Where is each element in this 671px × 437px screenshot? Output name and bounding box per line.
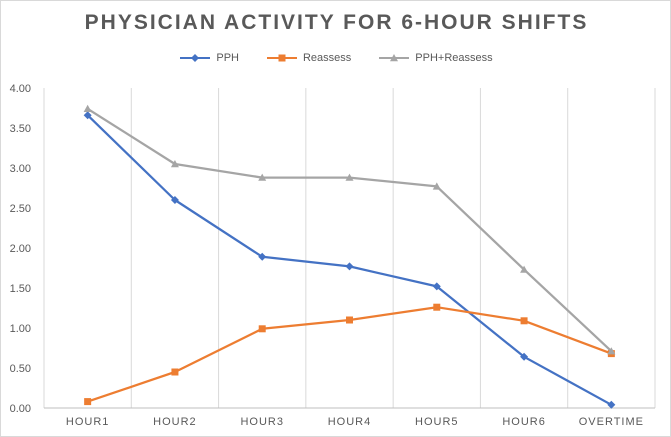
legend-marker [390, 54, 399, 62]
x-tick-label: HOUR2 [153, 416, 197, 428]
legend-label-pph-reassess: PPH+Reassess [415, 52, 493, 64]
legend-marker [278, 54, 286, 62]
data-point-pph-reassess [83, 104, 92, 112]
data-point-pph [345, 262, 354, 271]
y-tick-label: 2.50 [10, 203, 31, 215]
chart-title: PHYSICIAN ACTIVITY FOR 6-HOUR SHIFTS [84, 11, 589, 34]
legend-entry-reassess: Reassess [266, 52, 352, 64]
data-point-reassess [433, 303, 441, 311]
legend: PPH Reassess PPH+Reassess [1, 52, 671, 64]
y-tick-label: 0.50 [10, 363, 31, 375]
x-tick-label: HOUR4 [328, 416, 372, 428]
y-tick-label: 3.00 [10, 163, 31, 175]
data-point-pph-reassess [432, 182, 441, 190]
y-tick-label: 1.50 [10, 283, 31, 295]
y-tick-label: 4.00 [10, 83, 31, 95]
data-point-reassess [84, 398, 92, 406]
legend-label-pph: PPH [216, 52, 239, 64]
x-tick-label: OVERTIME [579, 416, 644, 428]
series-line-pph-reassess [87, 107, 613, 353]
data-point-pph [607, 400, 616, 409]
legend-swatch-reassess [266, 54, 297, 62]
legend-entry-pph-reassess: PPH+Reassess [379, 52, 493, 64]
data-point-pph [83, 111, 92, 120]
data-point-pph-reassess [607, 347, 616, 355]
data-point-reassess [258, 325, 266, 333]
legend-swatch-pph-reassess [379, 54, 410, 62]
legend-entry-pph: PPH [180, 52, 239, 64]
legend-marker [191, 54, 200, 62]
y-tick-label: 3.50 [10, 123, 31, 135]
y-tick-label: 0.00 [10, 403, 31, 415]
data-point-pph [432, 282, 441, 291]
legend-label-reassess: Reassess [302, 52, 352, 64]
data-point-pph [520, 352, 529, 361]
data-point-pph-reassess [170, 160, 179, 168]
x-tick-label: HOUR5 [415, 416, 459, 428]
data-point-pph-reassess [345, 173, 354, 181]
x-tick-label: HOUR3 [240, 416, 284, 428]
data-point-pph [258, 252, 267, 261]
legend-swatch-pph [180, 54, 211, 62]
y-tick-label: 2.00 [10, 243, 31, 255]
data-point-reassess [346, 316, 353, 324]
data-point-pph-reassess [258, 173, 267, 181]
y-tick-label: 1.00 [10, 323, 31, 335]
data-point-reassess [520, 317, 528, 325]
data-point-reassess [171, 368, 179, 376]
x-tick-label: HOUR6 [502, 416, 546, 428]
x-tick-label: HOUR1 [66, 416, 110, 428]
data-point-pph [170, 196, 179, 204]
data-point-pph-reassess [520, 265, 529, 273]
